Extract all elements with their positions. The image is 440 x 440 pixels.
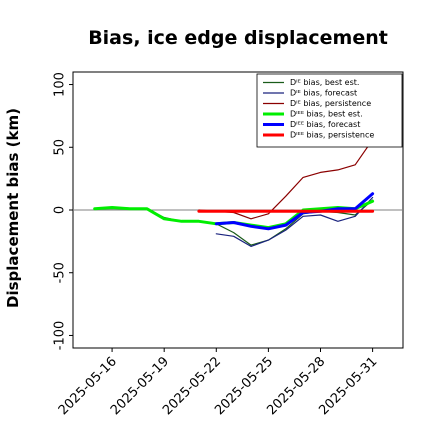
series-line-2 — [215, 196, 374, 247]
plot-area: -100-500501002025-05-162025-05-192025-05… — [53, 71, 404, 418]
y-tick-label: -50 — [53, 262, 68, 283]
y-tick-label: 50 — [53, 139, 68, 156]
legend-label-5: Dᴵᴱᴱ bias, forecast — [290, 120, 360, 129]
legend-label-1: Dᴵᴱ bias, best est. — [290, 78, 359, 87]
legend-label-3: Dᴵᴱ bias, persistence — [290, 99, 371, 108]
legend-label-4: Dᴵᴱᴱ bias, best est. — [290, 110, 363, 119]
series-line-5 — [214, 192, 375, 231]
y-tick-label: 100 — [53, 72, 68, 97]
y-tick-label: 0 — [53, 206, 68, 214]
y-axis-label: Displacement bias (km) — [4, 108, 22, 308]
y-tick-label: -100 — [53, 321, 68, 351]
legend-label-2: Dᴵᴱ bias, forecast — [290, 89, 357, 98]
legend-label-6: Dᴵᴱᴱ bias, persistence — [290, 131, 374, 140]
chart-title: Bias, ice edge displacement — [88, 27, 388, 49]
